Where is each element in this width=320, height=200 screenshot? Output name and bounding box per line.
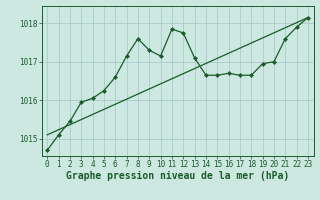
X-axis label: Graphe pression niveau de la mer (hPa): Graphe pression niveau de la mer (hPa) — [66, 171, 289, 181]
